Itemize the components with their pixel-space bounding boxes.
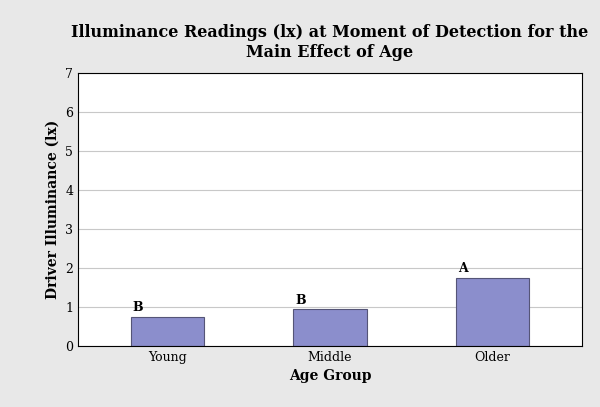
- Title: Illuminance Readings (lx) at Moment of Detection for the
Main Effect of Age: Illuminance Readings (lx) at Moment of D…: [71, 24, 589, 61]
- X-axis label: Age Group: Age Group: [289, 370, 371, 383]
- Text: B: B: [133, 302, 143, 314]
- Y-axis label: Driver Illuminance (lx): Driver Illuminance (lx): [46, 120, 59, 299]
- Text: A: A: [458, 263, 468, 276]
- Text: B: B: [295, 293, 306, 306]
- Bar: [456, 278, 529, 346]
- Bar: [293, 309, 367, 346]
- Bar: [131, 317, 204, 346]
